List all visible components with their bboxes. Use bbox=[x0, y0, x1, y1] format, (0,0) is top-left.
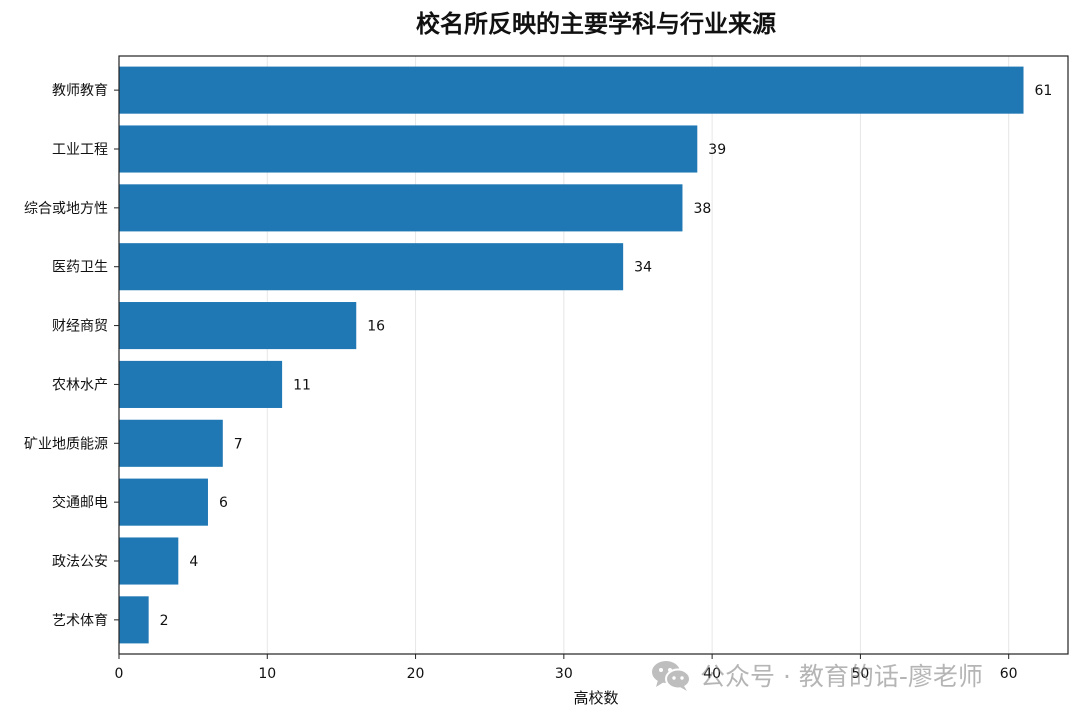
y-tick-label: 艺术体育 bbox=[52, 613, 108, 629]
x-tick-label: 40 bbox=[703, 666, 721, 682]
y-tick-label: 政法公安 bbox=[52, 554, 108, 570]
watermark: 公众号 · 教育的话-廖老师 bbox=[650, 655, 983, 695]
bar-value-label: 6 bbox=[219, 495, 228, 511]
y-tick-label: 工业工程 bbox=[52, 142, 108, 158]
bar-value-label: 39 bbox=[708, 142, 726, 158]
bar bbox=[119, 125, 698, 173]
x-tick-label: 0 bbox=[115, 666, 124, 682]
bar bbox=[119, 66, 1024, 114]
x-tick-label: 60 bbox=[1000, 666, 1018, 682]
bar bbox=[119, 478, 208, 526]
x-tick-label: 30 bbox=[555, 666, 573, 682]
bar-value-label: 11 bbox=[293, 377, 311, 393]
y-tick-label: 农林水产 bbox=[52, 377, 108, 393]
y-tick-label: 教师教育 bbox=[52, 83, 108, 99]
bar-value-label: 38 bbox=[693, 201, 711, 217]
y-tick-label: 财经商贸 bbox=[52, 319, 108, 335]
y-tick-label: 综合或地方性 bbox=[24, 201, 108, 217]
bar bbox=[119, 596, 149, 644]
x-tick-label: 10 bbox=[258, 666, 276, 682]
x-ticks: 0 10 20 30 40 50 60 bbox=[115, 654, 1018, 682]
bar-value-label: 16 bbox=[367, 319, 385, 335]
bar bbox=[119, 537, 179, 585]
y-tick-labels: 教师教育工业工程综合或地方性医药卫生财经商贸农林水产矿业地质能源交通邮电政法公安… bbox=[24, 83, 119, 629]
wechat-icon bbox=[652, 661, 691, 691]
bar bbox=[119, 419, 223, 467]
y-tick-label: 矿业地质能源 bbox=[24, 436, 108, 452]
bar bbox=[119, 360, 283, 408]
y-tick-label: 交通邮电 bbox=[52, 494, 108, 511]
y-tick-label: 医药卫生 bbox=[52, 260, 108, 276]
bar bbox=[119, 302, 357, 350]
bar-value-label: 61 bbox=[1035, 83, 1053, 99]
bar-value-label: 4 bbox=[189, 554, 198, 570]
x-tick-label: 50 bbox=[851, 666, 869, 682]
bar-value-label: 7 bbox=[234, 436, 243, 452]
bars: 61 39 38 34 16 11 7 6 4 2 bbox=[119, 66, 1053, 644]
watermark-text: 公众号 · 教育的话-廖老师 bbox=[700, 662, 983, 691]
x-axis-label: 高校数 bbox=[573, 689, 618, 707]
chart-title: 校名所反映的主要学科与行业来源 bbox=[416, 10, 776, 38]
bar bbox=[119, 184, 683, 232]
bar bbox=[119, 243, 624, 291]
plot-frame bbox=[118, 55, 1069, 655]
x-tick-label: 20 bbox=[407, 666, 425, 682]
bar-value-label: 2 bbox=[160, 613, 169, 629]
bar-value-label: 34 bbox=[634, 260, 652, 276]
